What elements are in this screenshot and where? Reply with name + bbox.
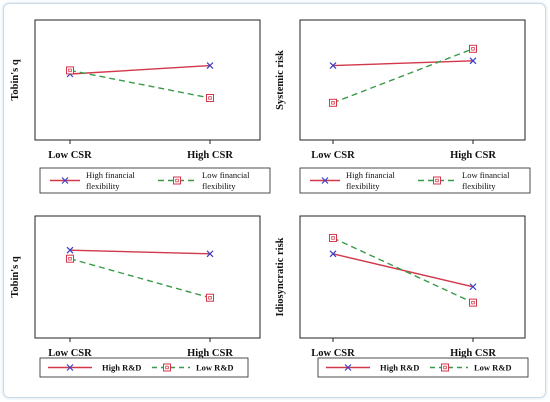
legend-square-marker: [173, 176, 181, 185]
legend-label: Low R&D: [474, 363, 512, 373]
legend-box: [317, 357, 529, 378]
legend-x-marker: [66, 364, 74, 371]
square-marker-inner: [68, 256, 72, 261]
x-tick-label: Low CSR: [311, 348, 355, 359]
legend-label: High R&D: [102, 363, 141, 373]
square-marker-outer: [441, 363, 449, 372]
square-marker: [66, 254, 74, 263]
low-series-line: [69, 258, 211, 299]
legend-x-marker: [321, 177, 329, 184]
square-marker-outer: [173, 176, 181, 185]
square-marker-inner: [471, 47, 475, 51]
square-marker-outer: [329, 98, 337, 107]
legend-square-marker: [163, 363, 171, 372]
square-marker-inner: [331, 236, 335, 240]
legend-label: High financial: [346, 170, 395, 180]
legend-x-marker: [344, 364, 352, 371]
plot-area: [34, 19, 261, 141]
x-marker: [66, 246, 74, 254]
x-tick-label: Low CSR: [48, 150, 92, 161]
high-series-line: [69, 64, 211, 75]
x-marker: [469, 57, 477, 65]
legend-label: Low financial: [202, 170, 250, 180]
square-marker-inner: [331, 101, 335, 105]
legend-label: Low R&D: [196, 363, 234, 373]
x-marker: [206, 250, 214, 258]
square-marker: [66, 66, 74, 75]
square-marker-outer: [433, 176, 441, 185]
plot-area: [34, 215, 261, 339]
square-marker: [206, 293, 214, 302]
chart-panel-4: Low CSR High CSR Idiosyncratic risk High R&…: [275, 215, 529, 378]
legend: High R&D Low R&D: [317, 357, 529, 378]
square-marker-outer: [206, 293, 214, 302]
y-axis-label: Tobin's q: [10, 256, 21, 298]
square-marker-inner: [208, 296, 212, 300]
x-marker: [329, 250, 337, 258]
legend-label: flexibility: [462, 181, 496, 191]
square-marker-outer: [469, 44, 477, 53]
square-marker: [329, 98, 337, 107]
square-marker-outer: [469, 298, 477, 307]
x-tick-label: High CSR: [187, 348, 233, 359]
square-marker-inner: [175, 178, 179, 183]
square-marker: [206, 94, 214, 102]
legend-label: Low financial: [462, 170, 510, 180]
square-marker-inner: [208, 96, 212, 100]
square-marker-inner: [471, 300, 475, 305]
figure-frame: [3, 3, 546, 398]
square-marker-inner: [435, 178, 439, 183]
x-marker: [329, 62, 337, 70]
chart-panel-2: Low CSR High CSR Systemic risk High financi…: [275, 19, 531, 194]
legend-x-marker: [61, 177, 69, 184]
square-marker-outer: [66, 66, 74, 75]
legend-label: flexibility: [86, 181, 120, 191]
legend: High R&D Low R&D: [39, 357, 249, 378]
x-tick-label: Low CSR: [311, 150, 355, 161]
low-series-line: [69, 69, 211, 99]
square-marker-outer: [66, 254, 74, 263]
legend-square-marker: [433, 176, 441, 185]
y-axis-label: Tobin's q: [10, 59, 21, 101]
legend-square-marker: [441, 363, 449, 372]
y-axis-label: Systemic risk: [275, 50, 286, 110]
high-series-line: [69, 249, 211, 255]
x-tick-label: Low CSR: [48, 348, 92, 359]
legend-label: High financial: [86, 170, 135, 180]
square-marker-outer: [163, 363, 171, 372]
x-tick-label: High CSR: [450, 348, 496, 359]
square-marker-inner: [165, 365, 169, 370]
y-axis-label: Idiosyncratic risk: [275, 237, 286, 316]
high-series-line: [332, 60, 474, 67]
x-tick-label: High CSR: [450, 150, 496, 161]
legend-label: flexibility: [346, 181, 380, 191]
chart-panel-3: Low CSR High CSR Tobin's q High R&D Low R&D: [10, 215, 261, 378]
plot-area: [299, 19, 526, 141]
square-marker-outer: [329, 233, 337, 242]
legend-label: High R&D: [380, 363, 419, 373]
x-marker: [469, 283, 477, 291]
legend-label: flexibility: [202, 181, 236, 191]
x-tick-label: High CSR: [187, 150, 233, 161]
legend-box: [39, 357, 249, 378]
plot-area: [299, 215, 526, 339]
x-marker: [206, 62, 214, 70]
square-marker-inner: [68, 68, 72, 73]
square-marker-outer: [206, 94, 214, 102]
square-marker: [469, 298, 477, 307]
high-series-line: [332, 253, 474, 288]
low-series-line: [332, 237, 474, 304]
square-marker: [329, 233, 337, 242]
square-marker-inner: [443, 365, 447, 370]
square-marker: [469, 44, 477, 53]
low-series-line: [332, 48, 474, 104]
